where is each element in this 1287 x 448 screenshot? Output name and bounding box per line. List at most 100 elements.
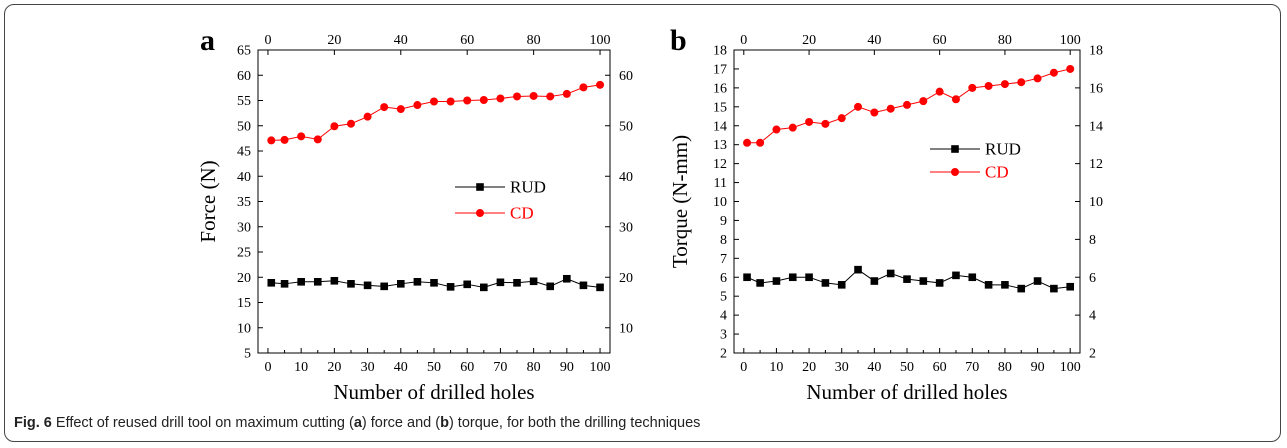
x-axis-label: Number of drilled holes bbox=[806, 380, 1007, 404]
caption-ref-b: b bbox=[440, 415, 449, 431]
x-top-tick-label: 60 bbox=[933, 33, 947, 48]
data-point bbox=[363, 112, 372, 121]
caption-text-1: Effect of reused drill tool on maximum c… bbox=[51, 415, 354, 431]
series-rud: RUD bbox=[267, 178, 604, 292]
x-tick-label: 60 bbox=[460, 360, 474, 375]
data-point bbox=[297, 132, 306, 141]
data-point bbox=[886, 269, 895, 278]
data-point bbox=[463, 96, 472, 105]
x-top-tick-label: 0 bbox=[264, 33, 271, 48]
y-tick-label: 8 bbox=[720, 233, 727, 248]
data-point bbox=[579, 83, 588, 92]
x-tick-label: 50 bbox=[900, 360, 914, 375]
data-point bbox=[513, 279, 521, 287]
caption-ref-a: a bbox=[353, 415, 362, 431]
data-point bbox=[805, 117, 814, 126]
x-tick-label: 100 bbox=[1060, 360, 1081, 375]
data-point bbox=[788, 273, 797, 282]
data-point bbox=[529, 277, 538, 286]
data-point bbox=[951, 95, 960, 104]
y-tick-label: 50 bbox=[237, 119, 251, 134]
data-point bbox=[363, 281, 372, 290]
data-point bbox=[430, 97, 438, 106]
data-point bbox=[821, 119, 830, 128]
y-tick-label: 30 bbox=[237, 220, 251, 235]
data-point bbox=[330, 122, 339, 131]
series-cd: CD bbox=[743, 64, 1075, 182]
data-point bbox=[313, 277, 322, 286]
x-tick-label: 0 bbox=[740, 360, 747, 375]
series-cd: CD bbox=[267, 80, 605, 223]
data-point bbox=[446, 97, 455, 106]
y-right-tick-label: 40 bbox=[619, 170, 633, 185]
y-right-tick-label: 50 bbox=[619, 119, 633, 134]
x-top-tick-label: 60 bbox=[460, 33, 474, 48]
y-right-tick-label: 30 bbox=[619, 220, 633, 235]
x-tick-label: 50 bbox=[427, 360, 441, 375]
data-point bbox=[919, 97, 928, 106]
data-point bbox=[903, 275, 911, 283]
data-point bbox=[984, 81, 993, 90]
data-point bbox=[496, 94, 505, 103]
legend-label: RUD bbox=[985, 140, 1021, 159]
data-point bbox=[756, 138, 765, 147]
y-tick-label: 12 bbox=[713, 157, 727, 172]
caption-text-2: ) force and ( bbox=[361, 415, 441, 431]
data-point bbox=[1033, 74, 1042, 83]
data-point bbox=[546, 92, 555, 101]
y-right-tick-label: 6 bbox=[1089, 271, 1096, 286]
data-point bbox=[496, 278, 505, 287]
x-axis-label: Number of drilled holes bbox=[333, 380, 534, 404]
data-point bbox=[396, 105, 405, 114]
data-point bbox=[788, 123, 797, 132]
y-tick-label: 17 bbox=[713, 62, 727, 77]
y-right-tick-label: 12 bbox=[1089, 157, 1103, 172]
data-point bbox=[854, 102, 863, 111]
y-right-tick-label: 2 bbox=[1089, 347, 1096, 362]
data-point bbox=[480, 283, 488, 292]
x-tick-label: 100 bbox=[590, 360, 611, 375]
y-right-tick-label: 14 bbox=[1089, 119, 1103, 134]
x-tick-label: 60 bbox=[933, 360, 947, 375]
data-point bbox=[529, 91, 538, 100]
chart-panel-b: 0 10 20 30 40 50 60 70 80 90 100 0 20 40 60 80 100 2 3 4 5 6 7… bbox=[668, 24, 1103, 404]
data-point bbox=[413, 277, 422, 286]
data-point bbox=[1066, 282, 1075, 291]
x-top-tick-label: 100 bbox=[590, 33, 611, 48]
data-point bbox=[563, 274, 571, 283]
y-right-tick-label: 20 bbox=[619, 271, 633, 286]
y-tick-label: 10 bbox=[237, 321, 251, 336]
data-point bbox=[430, 279, 438, 287]
data-point bbox=[1049, 68, 1058, 77]
data-point bbox=[1017, 78, 1026, 87]
chart-panel-a: 0 10 20 30 40 50 60 70 80 90 100 0 20 40 60 80 100 5 10 15 2… bbox=[196, 24, 633, 404]
figure-frame bbox=[4, 4, 1281, 442]
data-point bbox=[837, 281, 846, 289]
data-point bbox=[267, 279, 276, 287]
data-point bbox=[313, 135, 322, 144]
data-point bbox=[330, 276, 339, 285]
x-tick-label: 30 bbox=[361, 360, 375, 375]
x-tick-label: 40 bbox=[394, 360, 408, 375]
y-tick-label: 18 bbox=[713, 44, 727, 59]
x-tick-label: 20 bbox=[802, 360, 816, 375]
y-right-tick-label: 60 bbox=[619, 69, 633, 84]
x-top-tick-label: 100 bbox=[1060, 33, 1081, 48]
series-rud: RUD bbox=[743, 140, 1075, 293]
data-point bbox=[903, 100, 911, 109]
y-tick-label: 60 bbox=[237, 69, 251, 84]
legend-label: CD bbox=[985, 163, 1009, 182]
y-tick-label: 3 bbox=[720, 328, 727, 343]
y-tick-label: 16 bbox=[713, 81, 727, 96]
legend-label: CD bbox=[510, 204, 534, 223]
y-tick-label: 9 bbox=[720, 214, 727, 229]
data-point bbox=[280, 135, 289, 144]
panel-label: b bbox=[670, 24, 687, 57]
x-tick-label: 70 bbox=[965, 360, 979, 375]
x-tick-label: 30 bbox=[835, 360, 849, 375]
data-point bbox=[562, 89, 571, 98]
data-point bbox=[870, 277, 879, 285]
data-point bbox=[479, 95, 488, 104]
y-tick-label: 6 bbox=[720, 271, 727, 286]
